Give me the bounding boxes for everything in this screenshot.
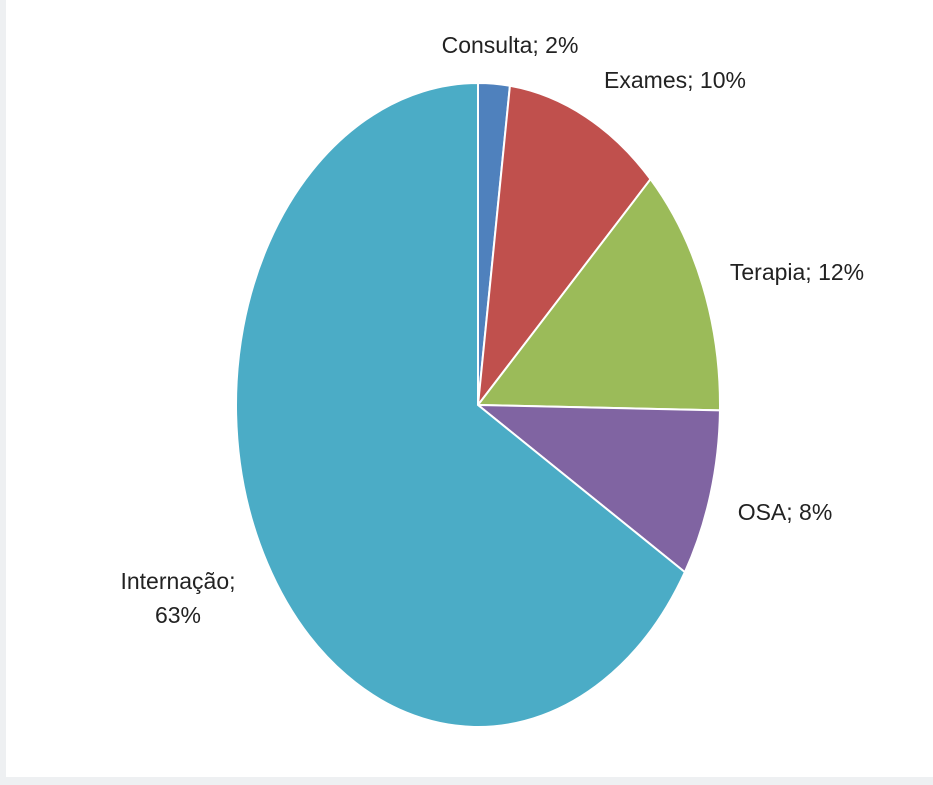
data-label: Consulta; 2% bbox=[441, 32, 579, 58]
pie-slice bbox=[476, 177, 721, 412]
pie-slice bbox=[475, 403, 721, 574]
pie-slice bbox=[476, 84, 652, 409]
data-label: Terapia; 12% bbox=[729, 259, 865, 285]
pie-slice bbox=[235, 81, 687, 728]
data-label: Exames; 10% bbox=[604, 67, 746, 93]
data-label: Internação; 63% bbox=[120, 568, 236, 628]
data-label: OSA; 8% bbox=[737, 499, 833, 525]
